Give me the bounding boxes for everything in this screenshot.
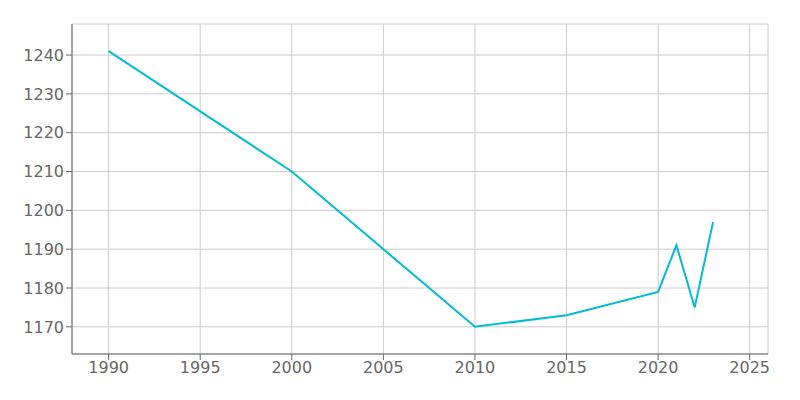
svg-text:2000: 2000	[271, 358, 312, 377]
svg-text:1170: 1170	[23, 318, 64, 337]
svg-text:2015: 2015	[546, 358, 587, 377]
svg-text:2005: 2005	[363, 358, 404, 377]
svg-text:1995: 1995	[180, 358, 221, 377]
svg-text:2020: 2020	[638, 358, 679, 377]
svg-text:1210: 1210	[23, 162, 64, 181]
svg-text:1990: 1990	[88, 358, 129, 377]
svg-text:1190: 1190	[23, 240, 64, 259]
svg-text:1180: 1180	[23, 279, 64, 298]
svg-text:2010: 2010	[455, 358, 496, 377]
svg-text:1220: 1220	[23, 123, 64, 142]
svg-text:1200: 1200	[23, 201, 64, 220]
svg-text:1230: 1230	[23, 85, 64, 104]
svg-text:1240: 1240	[23, 46, 64, 65]
svg-text:2025: 2025	[729, 358, 770, 377]
